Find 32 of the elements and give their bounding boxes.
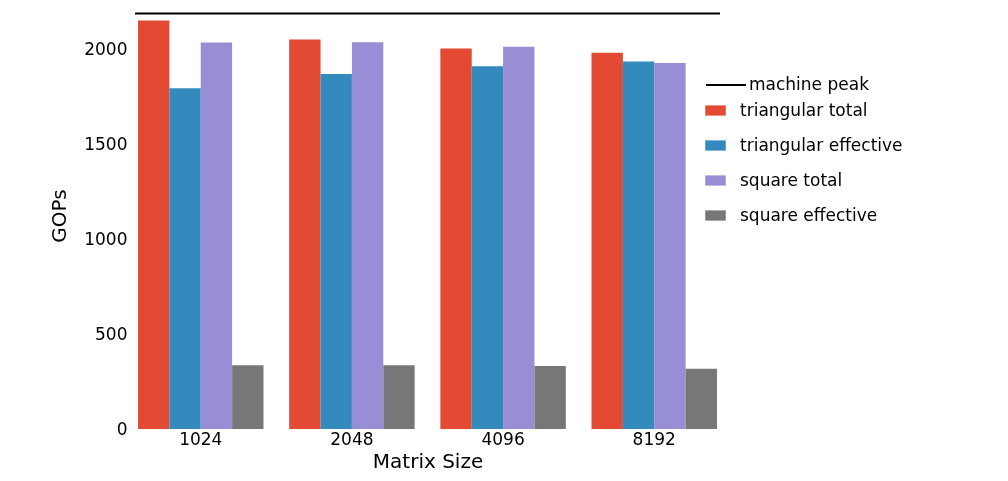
x-axis-title: Matrix Size [372,448,484,473]
bar [138,20,170,429]
x-tick-label: 8192 [632,428,676,449]
bar [534,365,566,429]
x-tick-label: 2048 [330,428,374,449]
bar [440,48,472,429]
legend-label: square total [740,169,843,190]
bar [654,62,686,429]
x-tick-label: 1024 [179,428,223,449]
bar [289,39,321,429]
bar [622,61,655,429]
legend-label: machine peak [749,74,870,94]
x-tick-label: 4096 [481,428,525,449]
bar [320,73,352,429]
bar [200,42,233,429]
y-axis-title: GOPs [47,189,72,243]
y-tick-label: 2000 [84,38,128,59]
bar [503,46,535,429]
legend-label: triangular total [740,99,868,120]
bar [591,52,623,429]
bar [383,365,415,429]
bar [685,368,717,429]
bar [232,365,264,429]
legend-label: triangular effective [740,134,903,155]
bar [351,42,384,429]
y-tick-label: 1500 [84,133,128,154]
y-tick-label: 0 [116,418,128,439]
y-tick-label: 1000 [84,228,128,249]
bar [471,66,504,429]
y-tick-label: 500 [95,323,128,344]
legend-label: square effective [740,204,878,225]
bar [169,88,201,429]
